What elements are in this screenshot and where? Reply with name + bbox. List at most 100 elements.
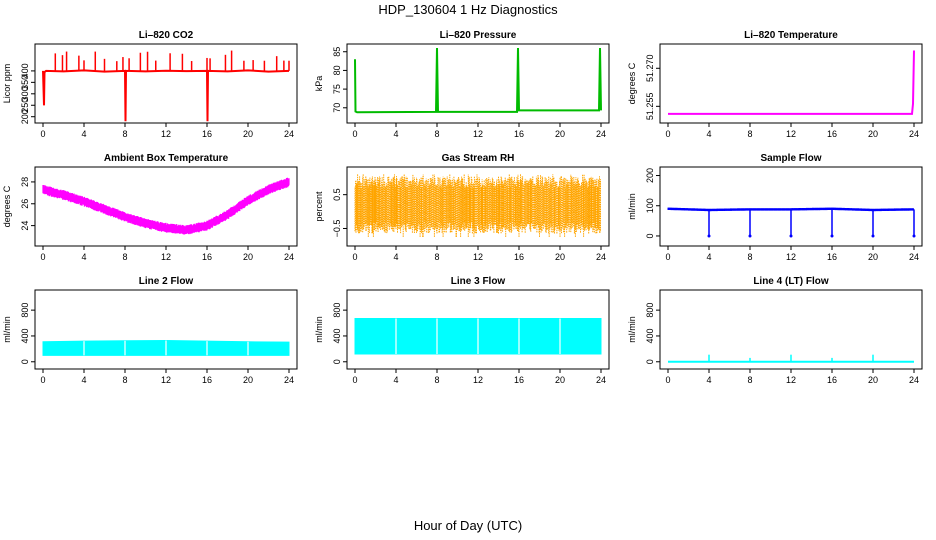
x-tick-label: 0 [665, 375, 670, 385]
x-tick-label: 24 [284, 375, 294, 385]
series-band [42, 177, 290, 235]
x-tick-label: 24 [284, 252, 294, 262]
panel-5: Sample Flow ml/min 0 4 8 12 16 20 24 0 100 200 [627, 153, 923, 262]
x-tick-label: 4 [81, 375, 86, 385]
x-tick-label: 20 [555, 375, 565, 385]
series-line [354, 47, 602, 114]
x-tick-label: 20 [555, 252, 565, 262]
panel-title: Line 4 (LT) Flow [753, 276, 829, 287]
y-tick-label: 400 [332, 328, 342, 343]
y-tick-label: −0.5 [332, 220, 342, 238]
x-tick-label: 0 [40, 252, 45, 262]
x-tick-label: 0 [665, 129, 670, 139]
panel-1: Li–820 Pressure kPa 0 4 8 12 16 20 24 70 75 80 85 [314, 30, 610, 139]
y-tick-label: 0 [645, 233, 655, 238]
panel-6: Line 2 Flow ml/min 0 4 8 12 16 20 24 0 400 800 [2, 276, 298, 385]
panel-frame [34, 43, 298, 124]
x-tick-label: 16 [202, 129, 212, 139]
y-axis-label: degrees C [627, 62, 637, 104]
x-tick-label: 0 [352, 129, 357, 139]
y-axis-label: kPa [314, 76, 324, 92]
series-dip-point [707, 234, 711, 238]
series-dip-point [871, 234, 875, 238]
y-tick-label: 350 [20, 75, 30, 90]
panel-title: Line 2 Flow [139, 276, 194, 287]
y-tick-label: 26 [20, 199, 30, 209]
x-tick-label: 12 [786, 252, 796, 262]
series-dip-point [789, 234, 793, 238]
y-tick-label: 85 [332, 47, 342, 57]
x-tick-label: 20 [868, 252, 878, 262]
y-tick-label: 24 [20, 221, 30, 231]
x-tick-label: 16 [827, 375, 837, 385]
y-tick-label: 0.5 [332, 188, 342, 201]
y-tick-label: 80 [332, 65, 342, 75]
x-tick-label: 16 [202, 375, 212, 385]
x-tick-label: 20 [868, 129, 878, 139]
x-tick-label: 8 [747, 252, 752, 262]
series-dip-point [912, 234, 916, 238]
x-tick-label: 12 [161, 252, 171, 262]
x-tick-label: 4 [81, 129, 86, 139]
x-tick-label: 12 [161, 375, 171, 385]
x-tick-label: 16 [514, 129, 524, 139]
x-tick-label: 24 [284, 129, 294, 139]
y-tick-label: 51.255 [645, 93, 655, 121]
y-tick-label: 200 [645, 168, 655, 183]
x-tick-label: 20 [243, 252, 253, 262]
panel-title: Li–820 CO2 [139, 30, 194, 41]
y-tick-label: 300 [20, 86, 30, 101]
y-tick-label: 75 [332, 84, 342, 94]
y-tick-label: 400 [20, 328, 30, 343]
x-tick-label: 16 [202, 252, 212, 262]
x-tick-label: 8 [122, 375, 127, 385]
x-tick-label: 20 [243, 129, 253, 139]
x-tick-label: 8 [747, 129, 752, 139]
x-tick-label: 4 [81, 252, 86, 262]
x-tick-label: 0 [665, 252, 670, 262]
panel-title: Li–820 Temperature [744, 30, 838, 41]
y-axis-label: ml/min [627, 316, 637, 343]
panel-2: Li–820 Temperature degrees C 0 4 8 12 16 20 24 51… [627, 30, 923, 139]
x-tick-label: 4 [706, 252, 711, 262]
x-tick-label: 16 [514, 375, 524, 385]
y-axis-label: ml/min [627, 193, 637, 220]
y-tick-label: 200 [20, 109, 30, 124]
x-tick-label: 20 [243, 375, 253, 385]
x-tick-label: 4 [393, 129, 398, 139]
y-axis-label: Licor ppm [2, 64, 12, 104]
y-tick-label: 0 [20, 359, 30, 364]
panel-title: Ambient Box Temperature [104, 153, 229, 164]
y-tick-label: 400 [20, 63, 30, 78]
x-tick-label: 24 [596, 129, 606, 139]
panel-frame [659, 43, 923, 124]
x-tick-label: 4 [706, 129, 711, 139]
panel-frame [34, 166, 298, 247]
y-axis-label: degrees C [2, 185, 12, 227]
x-tick-label: 24 [909, 252, 919, 262]
x-tick-label: 0 [40, 129, 45, 139]
x-tick-label: 12 [473, 129, 483, 139]
series-line [42, 69, 290, 122]
y-tick-label: 0 [332, 359, 342, 364]
series-dip-point [748, 234, 752, 238]
x-tick-label: 12 [786, 129, 796, 139]
panel-frame [34, 289, 298, 370]
x-tick-label: 4 [393, 375, 398, 385]
panel-title: Line 3 Flow [451, 276, 506, 287]
x-tick-label: 0 [352, 252, 357, 262]
x-tick-label: 16 [827, 252, 837, 262]
x-tick-label: 0 [40, 375, 45, 385]
x-tick-label: 8 [122, 252, 127, 262]
y-axis-label: ml/min [2, 316, 12, 343]
x-tick-label: 12 [473, 375, 483, 385]
panel-title: Li–820 Pressure [440, 30, 517, 41]
panel-8: Line 4 (LT) Flow ml/min 0 4 8 12 16 20 24 0 400 800 [627, 276, 923, 385]
panel-3: Ambient Box Temperature degrees C 0 4 8 12 16 2… [2, 153, 298, 262]
panel-0: Li–820 CO2 Licor ppm 0 4 8 12 16 20 24 2002503003… [2, 30, 298, 139]
panel-7: Line 3 Flow ml/min 0 4 8 12 16 20 24 0 400 800 [314, 276, 610, 385]
x-tick-label: 12 [161, 129, 171, 139]
y-tick-label: 70 [332, 103, 342, 113]
x-tick-label: 16 [514, 252, 524, 262]
